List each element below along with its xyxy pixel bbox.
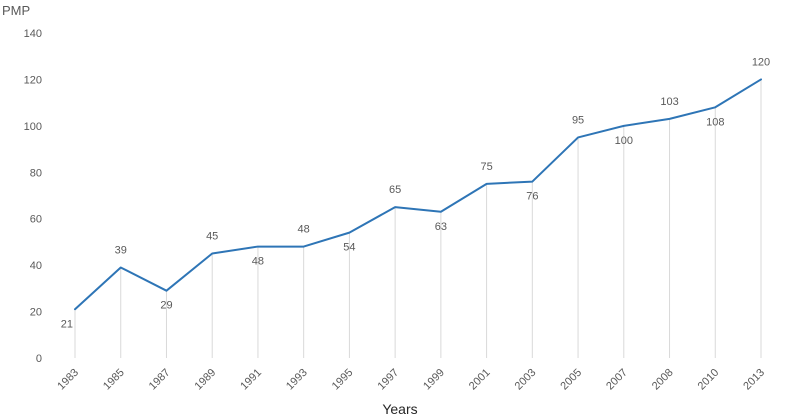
- x-tick-label: 2001: [467, 367, 493, 393]
- y-tick-label: 60: [30, 214, 42, 226]
- y-tick-label: 0: [36, 353, 42, 365]
- x-tick-label: 2010: [696, 367, 722, 393]
- y-tick-label: 40: [30, 260, 42, 272]
- x-tick-label: 2007: [604, 367, 630, 393]
- x-axis-title: Years: [382, 401, 417, 417]
- x-tick-label: 1987: [147, 367, 173, 393]
- data-label: 76: [526, 191, 538, 203]
- y-axis-ticks: 0 20 40 60 80 100 120 140: [24, 28, 42, 365]
- y-tick-label: 20: [30, 307, 42, 319]
- x-tick-label: 1983: [55, 367, 81, 393]
- data-label: 95: [572, 114, 584, 126]
- data-label: 100: [615, 135, 633, 147]
- series-lines: [74, 78, 762, 311]
- data-label: 48: [298, 224, 310, 236]
- drop-lines: [74, 79, 762, 358]
- data-labels: 21 39 29 45 48 48 54 65 63 75 76 95 100 103 108 120: [61, 56, 770, 330]
- data-label: 48: [252, 256, 264, 268]
- data-label: 108: [706, 116, 724, 128]
- data-label: 75: [480, 161, 492, 173]
- x-tick-label: 1997: [375, 367, 401, 393]
- x-tick-label: 1999: [421, 367, 447, 393]
- x-tick-label: 2003: [513, 367, 539, 393]
- data-label: 120: [752, 56, 770, 68]
- y-tick-label: 120: [24, 74, 42, 86]
- y-tick-label: 140: [24, 28, 42, 40]
- x-tick-label: 2005: [558, 367, 584, 393]
- data-label: 39: [115, 244, 127, 256]
- data-label: 54: [343, 242, 355, 254]
- data-label: 45: [206, 231, 218, 243]
- x-tick-label: 1985: [101, 367, 127, 393]
- data-label: 65: [389, 184, 401, 196]
- x-tick-label: 1991: [238, 367, 264, 393]
- series-line: [74, 78, 762, 311]
- y-tick-label: 80: [30, 167, 42, 179]
- x-tick-label: 2013: [741, 367, 767, 393]
- data-label: 63: [435, 221, 447, 233]
- data-label: 21: [61, 318, 73, 330]
- data-label: 29: [160, 300, 172, 312]
- x-axis-ticks: 1983 1985 1987 1989 1991 1993 1995 1997 1999 2001…: [55, 367, 767, 393]
- data-label: 103: [660, 96, 678, 108]
- x-tick-label: 1993: [284, 367, 310, 393]
- y-axis-title: PMP: [2, 3, 30, 18]
- y-tick-label: 100: [24, 121, 42, 133]
- x-tick-label: 1989: [193, 367, 219, 393]
- x-tick-label: 1995: [330, 367, 356, 393]
- x-tick-label: 2008: [650, 367, 676, 393]
